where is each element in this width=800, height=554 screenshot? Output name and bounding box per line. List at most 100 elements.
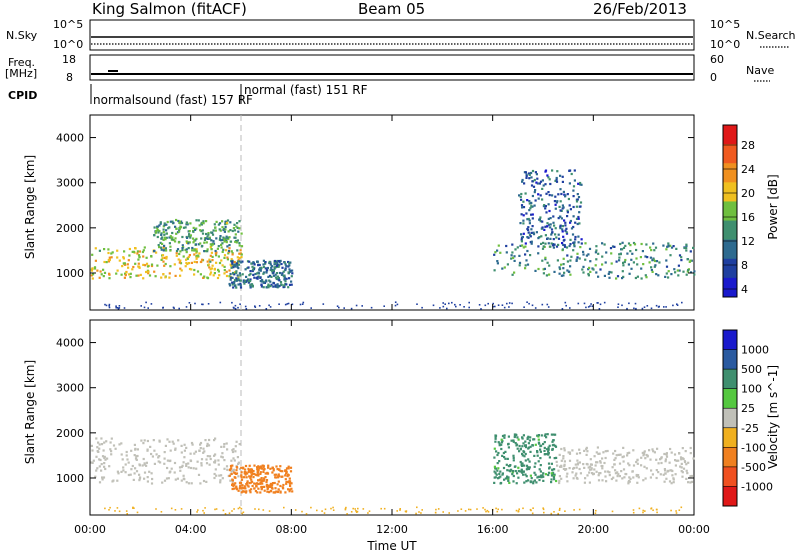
scatter-point [542,268,545,271]
scatter-point [289,466,293,469]
scatter-point [569,243,572,246]
scatter-point [663,480,666,483]
scatter-point [211,243,214,246]
scatter-point [111,480,114,483]
scatter-point [540,476,543,479]
scatter-point [280,262,283,266]
scatter-point [151,455,154,458]
scatter-point [644,457,647,460]
power-colorbar-swatch [723,144,737,164]
power-colorbar-tick: 16 [741,211,755,224]
scatter-point [630,267,633,270]
scatter-point [222,248,225,251]
ground-scatter-point [108,305,110,307]
scatter-point [210,267,213,270]
scatter-point [200,237,203,240]
scatter-point [583,449,586,452]
scatter-point [493,481,496,484]
scatter-point [497,451,500,455]
scatter-point [572,195,575,198]
scatter-point [508,464,511,467]
scatter-point [277,474,280,477]
scatter-point [513,255,516,258]
scatter-point [551,448,554,451]
scatter-point [553,270,556,273]
scatter-point [559,465,562,468]
scatter-point [533,178,536,182]
scatter-point [100,469,103,472]
scatter-point [593,468,596,471]
scatter-point [550,433,553,436]
scatter-point [199,441,203,445]
scatter-point [107,258,110,262]
scatter-point [673,453,677,456]
scatter-point [517,469,520,473]
scatter-point [599,268,602,271]
scatter-point [246,260,250,263]
scatter-point [528,222,531,225]
scatter-point [236,265,239,269]
scatter-point [166,466,169,470]
scatter-point [532,185,536,188]
scatter-point [594,251,597,254]
scatter-point [260,285,263,288]
scatter-point [259,279,262,283]
scatter-point [140,439,143,442]
ground-scatter-point [332,509,335,511]
scatter-point [685,477,688,480]
scatter-point [108,256,111,259]
scatter-point [568,204,571,207]
scatter-point [574,463,577,466]
scatter-point [159,221,162,224]
scatter-point [525,468,528,471]
ground-scatter-point [324,508,327,511]
scatter-point [601,479,604,482]
scatter-point [674,459,677,462]
scatter-point [270,484,273,487]
scatter-point [181,464,184,467]
scatter-point [138,479,141,482]
nave-tick-bottom: 0 [710,71,717,84]
scatter-point [494,476,497,479]
scatter-point [193,273,196,276]
scatter-point [539,464,542,467]
scatter-point [578,452,582,455]
scatter-point [228,474,231,477]
scatter-point [552,246,555,249]
scatter-point [588,266,591,269]
scatter-point [160,258,163,261]
scatter-point [207,263,210,266]
scatter-point [278,271,282,275]
scatter-point [541,226,544,229]
scatter-point [181,235,184,239]
scatter-point [501,454,504,457]
scatter-point [199,447,202,450]
scatter-point [180,451,183,454]
y-tick-label: 2000 [56,427,84,440]
ground-scatter-point [515,509,518,512]
ground-scatter-point [162,307,164,309]
scatter-point [516,436,519,439]
ground-scatter-point [617,303,620,305]
ground-scatter-point [305,513,308,515]
scatter-point [206,248,209,251]
scatter-point [579,246,582,249]
scatter-point [150,264,154,268]
scatter-point [272,269,275,273]
scatter-point [234,263,237,266]
scatter-point [687,481,690,484]
scatter-point [503,478,506,481]
scatter-point [210,248,213,251]
scatter-point [214,249,217,253]
scatter-point [208,266,211,269]
scatter-point [174,225,177,228]
scatter-point [553,468,556,471]
scatter-point [163,451,166,454]
scatter-point [131,464,134,468]
scatter-point [577,235,580,238]
scatter-point [618,475,621,478]
scatter-point [585,453,588,456]
scatter-point [252,273,255,276]
ground-scatter-point [316,509,318,512]
scatter-point [274,491,277,494]
